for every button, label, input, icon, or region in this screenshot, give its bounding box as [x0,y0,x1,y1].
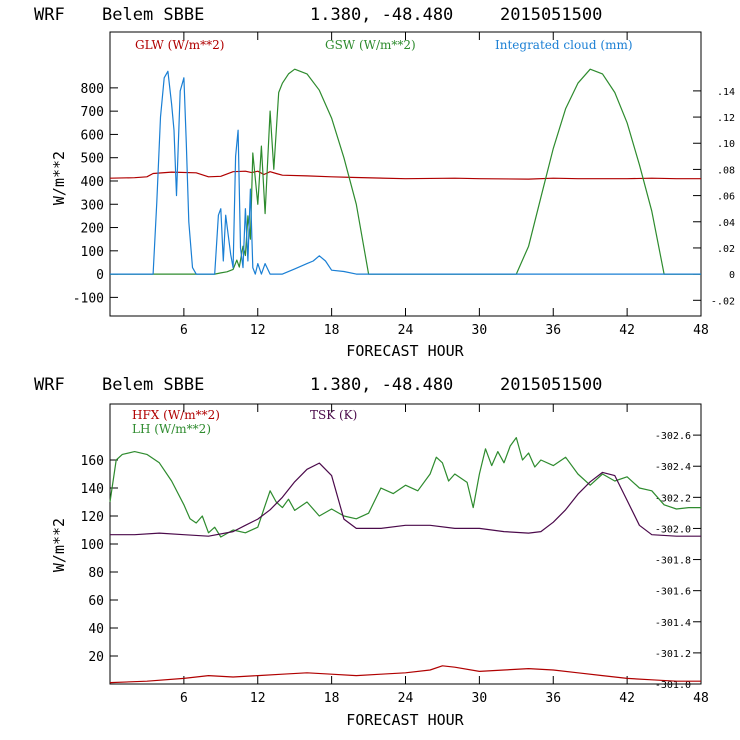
bottom-x-tick-label: 6 [180,691,188,706]
top-y2-tick-label: .14 [717,87,735,98]
top-legend-gsw: GSW (W/m**2) [325,38,416,52]
bottom-legend-hfx: HFX (W/m**2) [132,408,220,422]
top-x-tick-label: 36 [545,323,561,338]
top-y2-tick-label: .10 [717,139,735,150]
top-y-tick-label: -100 [73,291,104,306]
top-y2-tick-label: .02 [717,244,735,255]
bottom-y2-tick-label: -301.2 [655,649,691,660]
bottom-x-axis: 6 12 18 24 30 36 42 48 [180,404,709,706]
bottom-y2-tick-label: -301.8 [655,556,691,567]
bottom-y2-tick-label: -302.0 [655,524,691,535]
bottom-series-tsk-line [110,462,701,537]
bottom-y-tick-label: 80 [88,566,104,581]
bottom-y2-axis: -301.0 -301.2 -301.4 -301.6 -301.8 -302.0 -302… [655,431,701,691]
top-x-tick-label: 48 [693,323,709,338]
bottom-y2-tick-label: -302.6 [655,431,691,442]
top-y-tick-label: 400 [81,175,104,190]
top-y-tick-label: 100 [81,245,104,260]
bottom-x-tick-label: 24 [398,691,414,706]
bottom-x-tick-label: 12 [250,691,266,706]
bottom-x-tick-label: 42 [619,691,635,706]
top-series-gsw-line [110,68,701,275]
bottom-y-axis-label: W/m**2 [50,518,68,572]
top-x-tick-label: 12 [250,323,266,338]
top-y2-tick-label: .06 [717,192,735,203]
top-x-tick-label: 30 [472,323,488,338]
bottom-series-hfx-line [109,665,701,684]
bottom-x-axis-label: FORECAST HOUR [346,711,464,729]
bottom-y2-tick-label: -301.4 [655,618,691,629]
top-y-tick-label: 0 [96,268,104,283]
bottom-panel: WRF Belem SBBE 1.380, -48.480 2015051500… [34,375,709,729]
top-y-tick-label: 600 [81,128,104,143]
bottom-legend-tsk: TSK (K) [310,408,357,422]
bottom-title-model: WRF [34,375,65,395]
bottom-title-station: Belem SBBE [102,375,204,395]
bottom-y-axis: 20 40 60 80 100 120 140 160 [81,454,118,665]
bottom-y-tick-label: 40 [88,622,104,637]
top-x-axis: 6 12 18 24 30 36 42 48 [180,32,709,338]
top-series-glw-line [109,170,701,180]
top-x-tick-label: 6 [180,323,188,338]
bottom-y-tick-label: 100 [81,538,104,553]
bottom-plot-frame [109,403,702,685]
bottom-x-tick-label: 30 [472,691,488,706]
top-legend-glw: GLW (W/m**2) [135,38,224,52]
top-y-tick-label: 300 [81,198,104,213]
bottom-y2-tick-label: -302.4 [655,462,691,473]
top-title-date: 2015051500 [500,5,602,25]
top-x-tick-label: 18 [324,323,340,338]
top-title-model: WRF [34,5,65,25]
bottom-x-tick-label: 18 [324,691,340,706]
bottom-series-lh-line [109,437,701,538]
top-panel: WRF Belem SBBE 1.380, -48.480 2015051500… [34,5,735,360]
bottom-y-tick-label: 120 [81,510,104,525]
bottom-y2-tick-label: -302.2 [655,493,691,504]
top-title-station: Belem SBBE [102,5,204,25]
top-y2-tick-label: .12 [717,113,735,124]
top-x-tick-label: 24 [398,323,414,338]
top-y-tick-label: 200 [81,222,104,237]
bottom-title-coords: 1.380, -48.480 [310,375,453,395]
bottom-y-tick-label: 140 [81,482,104,497]
top-y-tick-label: 800 [81,82,104,97]
bottom-y2-tick-label: -301.0 [655,680,691,691]
bottom-y-tick-label: 20 [88,650,104,665]
bottom-y2-tick-label: -301.6 [655,587,691,598]
bottom-x-tick-label: 36 [545,691,561,706]
top-y-tick-label: 500 [81,152,104,167]
top-y2-tick-label: .04 [717,218,735,229]
top-series-cloud-line [110,70,701,275]
bottom-y-tick-label: 60 [88,594,104,609]
top-y2-tick-label: .08 [717,165,735,176]
top-x-axis-label: FORECAST HOUR [346,342,464,360]
top-y-axis-label: W/m**2 [50,151,68,205]
top-series-group [109,68,701,275]
bottom-title-date: 2015051500 [500,375,602,395]
top-legend-cloud: Integrated cloud (mm) [495,38,633,52]
bottom-legend-lh: LH (W/m**2) [132,422,211,436]
top-title-coords: 1.380, -48.480 [310,5,453,25]
top-y-axis: -100 0 100 200 300 400 500 600 700 800 [73,82,118,306]
top-x-tick-label: 42 [619,323,635,338]
bottom-x-tick-label: 48 [693,691,709,706]
top-y2-tick-label: -.02 [711,296,735,307]
bottom-y-tick-label: 160 [81,454,104,469]
top-y2-tick-label: 0 [729,270,735,281]
top-y2-axis: -.02 0 .02 .04 .06 .08 .10 .12 .14 [693,87,735,307]
top-y-tick-label: 700 [81,105,104,120]
bottom-series-group [109,437,701,684]
